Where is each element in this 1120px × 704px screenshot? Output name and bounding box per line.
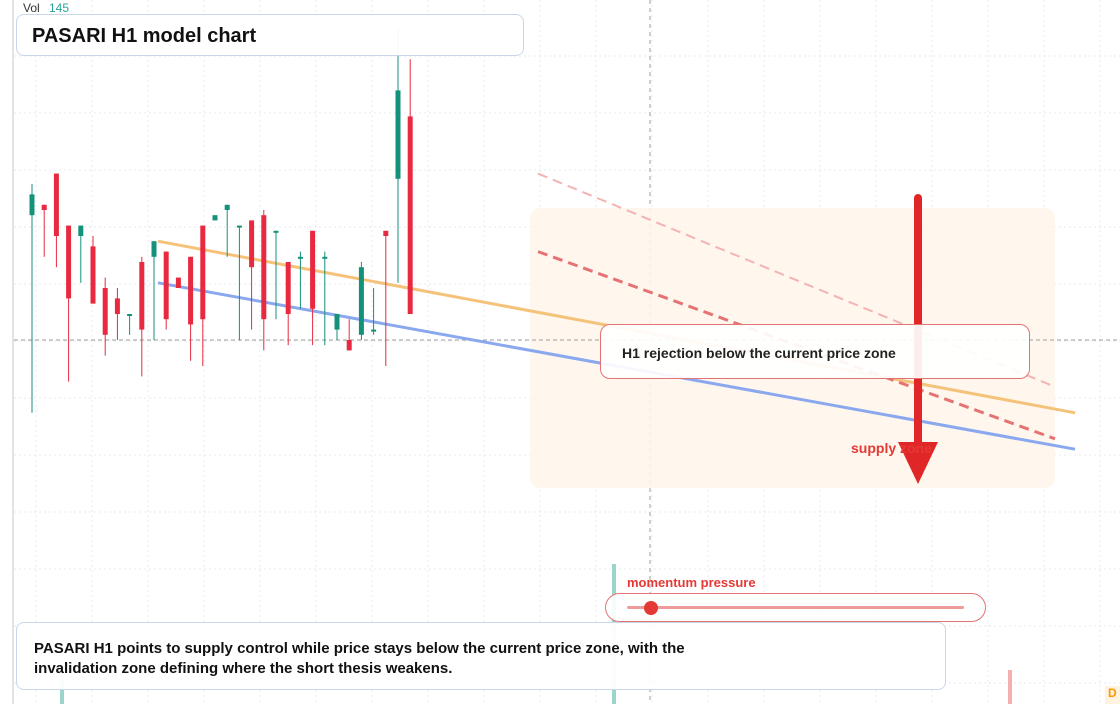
momentum-slider-thumb[interactable] bbox=[643, 601, 658, 615]
candle-down bbox=[66, 225, 72, 299]
momentum-slider[interactable] bbox=[605, 593, 986, 622]
candle-up bbox=[371, 329, 377, 332]
candle-down bbox=[163, 251, 169, 320]
candle-up bbox=[322, 256, 328, 259]
candle-up bbox=[395, 90, 401, 179]
chart-title: PASARI H1 model chart bbox=[32, 25, 257, 47]
candle-down bbox=[41, 204, 47, 210]
candle-down bbox=[102, 288, 108, 335]
momentum-slider-track bbox=[627, 606, 964, 609]
candle-up bbox=[212, 215, 218, 221]
rejection-callout: H1 rejection below the current price zon… bbox=[600, 324, 1030, 379]
candle-down bbox=[188, 256, 194, 325]
arrow-head bbox=[898, 442, 938, 484]
candle-down bbox=[200, 225, 206, 320]
candle-up bbox=[151, 241, 157, 257]
candle-down bbox=[261, 215, 267, 320]
candle-up bbox=[358, 267, 364, 335]
corner-tag[interactable]: D bbox=[1105, 686, 1120, 704]
candle-down bbox=[114, 298, 120, 314]
chart-title-box: PASARI H1 model chart bbox=[16, 14, 524, 56]
supply-zone-label: supply zone bbox=[851, 440, 932, 456]
candle-up bbox=[224, 204, 230, 210]
down-arrow-icon bbox=[898, 194, 938, 484]
candle-down bbox=[139, 262, 145, 330]
candle-down bbox=[285, 262, 291, 314]
summary-text: PASARI H1 points to supply control while… bbox=[34, 640, 685, 677]
rejection-callout-text: H1 rejection below the current price zon… bbox=[622, 345, 896, 361]
candle-down bbox=[175, 277, 181, 288]
candle-up bbox=[78, 225, 84, 236]
candle-up bbox=[273, 230, 279, 233]
volume-label: Vol bbox=[23, 1, 40, 15]
candle-down bbox=[310, 230, 316, 309]
momentum-label: momentum pressure bbox=[627, 575, 756, 590]
candlesticks bbox=[29, 28, 413, 413]
candle-up bbox=[29, 194, 35, 216]
summary-box: PASARI H1 points to supply control while… bbox=[16, 622, 946, 690]
candle-up bbox=[297, 256, 303, 259]
candle-up bbox=[334, 314, 340, 330]
volume-value: 145 bbox=[49, 1, 70, 15]
candle-down bbox=[249, 220, 255, 268]
candle-down bbox=[90, 246, 96, 304]
candle-up bbox=[127, 314, 133, 316]
candle-down bbox=[53, 173, 59, 236]
volume-bar bbox=[1008, 670, 1012, 704]
candle-down bbox=[383, 230, 389, 236]
candle-up bbox=[236, 225, 242, 228]
volume-bar bbox=[60, 680, 64, 704]
candle-down bbox=[346, 340, 352, 351]
candle-down bbox=[407, 116, 413, 315]
